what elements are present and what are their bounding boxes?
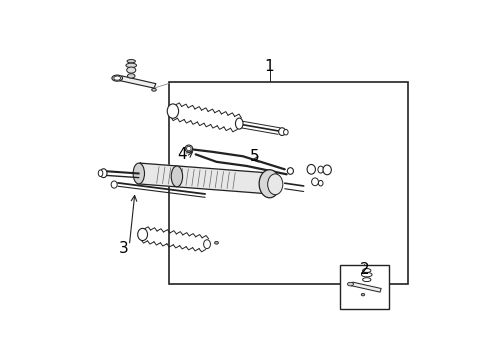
Ellipse shape (361, 273, 371, 277)
Text: 2: 2 (359, 262, 368, 276)
Ellipse shape (138, 228, 147, 240)
Polygon shape (351, 282, 380, 292)
Ellipse shape (361, 293, 364, 296)
Ellipse shape (283, 129, 287, 135)
Ellipse shape (114, 76, 121, 80)
Ellipse shape (98, 170, 102, 176)
Ellipse shape (362, 278, 370, 282)
Ellipse shape (317, 166, 323, 173)
Text: 5: 5 (249, 149, 259, 165)
Bar (339, 265, 388, 309)
Ellipse shape (311, 178, 318, 186)
Text: 3: 3 (119, 241, 128, 256)
Ellipse shape (171, 166, 182, 187)
Text: 1: 1 (264, 59, 274, 74)
Text: 4: 4 (177, 147, 187, 162)
Ellipse shape (306, 165, 315, 174)
Ellipse shape (126, 67, 136, 73)
Ellipse shape (259, 170, 280, 198)
Ellipse shape (167, 104, 178, 118)
Ellipse shape (186, 146, 191, 151)
Ellipse shape (318, 180, 323, 186)
Ellipse shape (127, 59, 135, 63)
Ellipse shape (126, 63, 136, 68)
Bar (169, 82, 407, 284)
Ellipse shape (133, 163, 144, 184)
Ellipse shape (278, 128, 285, 135)
Ellipse shape (203, 240, 210, 249)
Ellipse shape (362, 269, 370, 273)
Ellipse shape (100, 169, 107, 177)
Ellipse shape (267, 174, 282, 195)
Ellipse shape (151, 89, 156, 91)
Ellipse shape (214, 242, 218, 244)
Polygon shape (137, 163, 267, 194)
Ellipse shape (347, 282, 353, 286)
Ellipse shape (111, 181, 117, 188)
Ellipse shape (287, 168, 293, 174)
Polygon shape (120, 76, 156, 88)
Ellipse shape (184, 145, 192, 152)
Ellipse shape (127, 74, 135, 78)
Ellipse shape (323, 165, 331, 175)
Ellipse shape (235, 118, 243, 129)
Ellipse shape (112, 75, 122, 81)
